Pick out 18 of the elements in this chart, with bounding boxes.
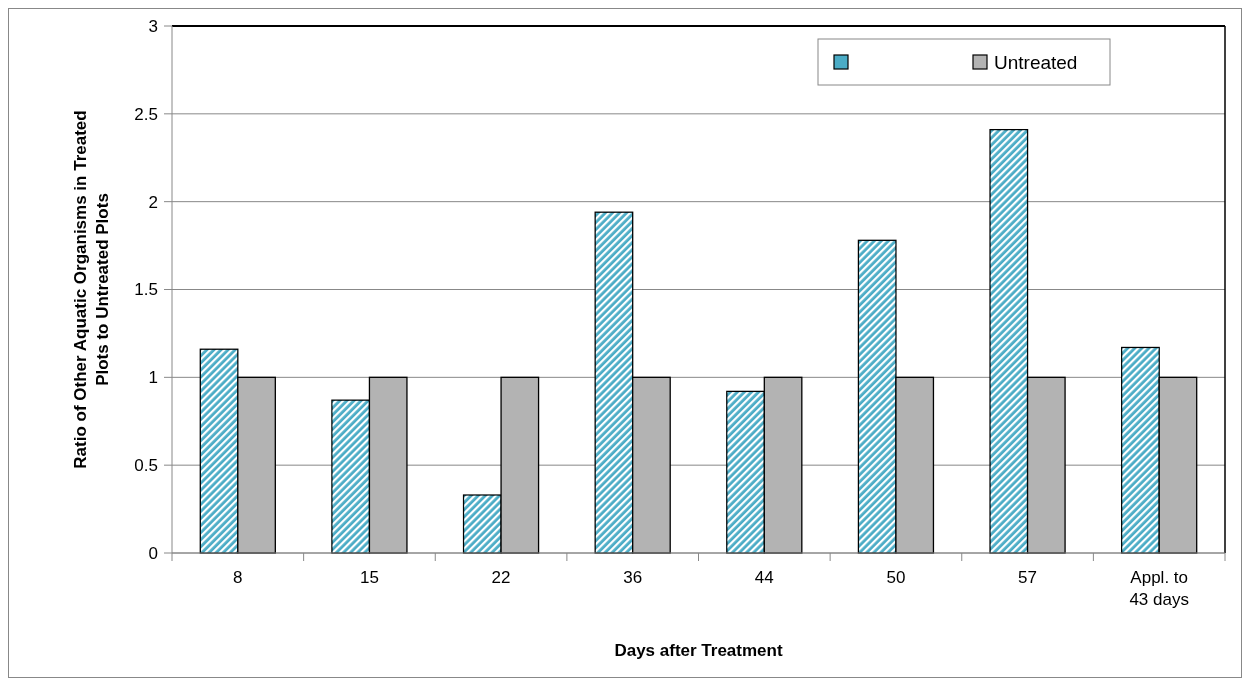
legend-label: Untreated (994, 51, 1078, 73)
x-tick-label: 44 (754, 568, 774, 587)
y-tick-label: 3 (148, 16, 158, 36)
y-tick-label: 1 (148, 368, 158, 388)
x-tick-label: Appl. to 43 days (1129, 568, 1189, 609)
y-tick-label: 1.5 (134, 280, 158, 300)
x-tick-label: 15 (359, 568, 379, 587)
x-tick-label: 8 (233, 568, 243, 587)
y-tick-label: 0.5 (134, 456, 158, 476)
y-tick-label: 2 (148, 192, 158, 212)
y-axis-title: Ratio of Other Aquatic Organisms in Treated Plots to Untreated Plots (71, 110, 112, 469)
y-tick-label: 2.5 (134, 104, 158, 124)
x-tick-label: 36 (623, 568, 643, 587)
y-tick-label: 0 (148, 543, 158, 563)
x-tick-label: 50 (886, 568, 906, 587)
x-tick-label: 22 (491, 568, 511, 587)
x-axis-title: Days after Treatment (614, 641, 783, 660)
x-tick-label: 57 (1018, 568, 1038, 587)
